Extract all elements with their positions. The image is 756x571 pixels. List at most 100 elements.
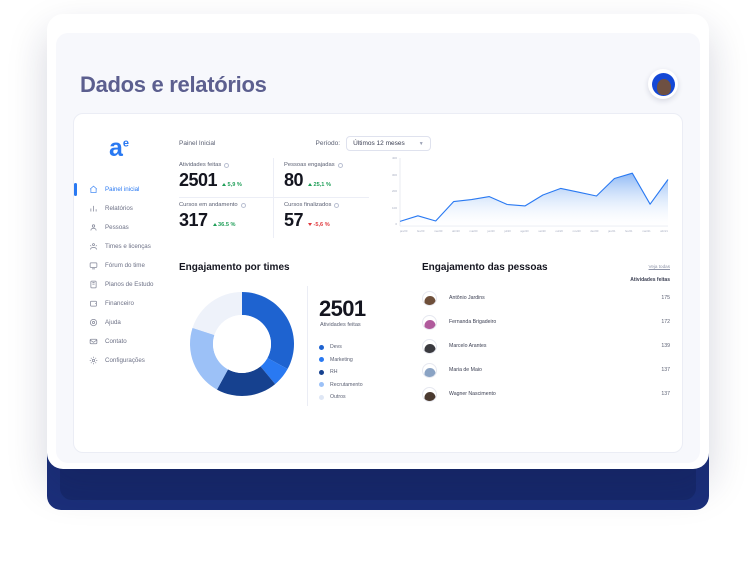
legend-color-swatch	[319, 369, 324, 375]
kpi-body: 80 25,1 %	[284, 170, 369, 191]
x-tick: set/20	[538, 230, 546, 233]
kpi-label: Cursos em andamento	[179, 202, 238, 208]
person-row[interactable]: Maria de Maio 137	[422, 358, 670, 382]
x-tick: jul/20	[504, 230, 511, 233]
sidebar-item-label: Relatórios	[105, 205, 133, 212]
chart-x-axis: jan/20 fev/20 mar/20 abr/20 mai/20 jun/20 jul/…	[400, 230, 668, 233]
sidebar-item-label: Financeiro	[105, 300, 134, 307]
mail-icon	[89, 337, 98, 346]
kpi-card-cursos-em-andamento: Cursos em andamento 317 36.5 %	[179, 198, 274, 238]
kpi-body: 317 36.5 %	[179, 210, 265, 231]
person-row[interactable]: Marcelo Arantes 139	[422, 334, 670, 358]
info-icon[interactable]	[224, 162, 230, 168]
legend-color-swatch	[319, 382, 324, 387]
dashboard-topbar: Painel Inicial Período: Últimos 12 meses…	[179, 136, 674, 151]
arrow-down-icon	[308, 223, 313, 226]
gear-icon	[89, 356, 98, 365]
person-icon	[89, 223, 98, 232]
chart-plot	[399, 158, 669, 227]
see-all-link[interactable]: Veja todas	[648, 264, 670, 269]
kpi-value: 80	[284, 170, 304, 190]
donut-slice[interactable]	[216, 366, 276, 397]
sidebar-item-pessoas[interactable]: Pessoas	[74, 218, 179, 237]
person-row[interactable]: Antônio Jardins 175	[422, 286, 670, 310]
sidebar-item-label: Pessoas	[105, 224, 129, 231]
sidebar-item-label: Planos de Estudo	[105, 281, 154, 288]
avatar	[651, 72, 675, 96]
kpi-card-pessoas-engajadas: Pessoas engajadas 80 25,1 %	[274, 158, 369, 198]
activity-area-chart: 400 300 200 100 0	[382, 156, 670, 242]
info-icon[interactable]	[334, 202, 340, 208]
page-title: Dados e relatórios	[80, 72, 267, 97]
donut-slice[interactable]	[242, 292, 295, 370]
period-filter: Período: Últimos 12 meses ▼	[316, 136, 431, 151]
kpi-delta: 25,1 %	[308, 182, 331, 188]
kpi-delta-text: 5,9 %	[227, 181, 242, 188]
kpi-label: Cursos finalizados	[284, 202, 332, 208]
x-tick: mai/20	[469, 230, 478, 233]
sidebar-item-label: Fórum do time	[105, 262, 145, 269]
sidebar-item-painel-inicial[interactable]: Painel inicial	[74, 180, 179, 199]
person-row[interactable]: Wagner Nascimento 137	[422, 382, 670, 406]
book-icon	[89, 280, 98, 289]
x-tick: abr/20	[452, 230, 460, 233]
sidebar-item-forum-do-time[interactable]: Fórum do time	[74, 256, 179, 275]
help-icon	[89, 318, 98, 327]
avatar	[422, 338, 437, 354]
sidebar-item-times-e-licencas[interactable]: Times e licenças	[74, 237, 179, 256]
brand-logo-sup: e	[122, 137, 130, 150]
legend-color-swatch	[319, 344, 324, 350]
donut-total-value: 2501	[319, 296, 366, 321]
info-icon[interactable]	[240, 202, 246, 208]
legend-item: Recrutamento	[319, 382, 363, 388]
donut-slice[interactable]	[190, 327, 229, 390]
kpi-grid: Atividades feitas 2501 5,9 %	[179, 158, 369, 238]
sidebar-item-label: Ajuda	[105, 319, 121, 326]
sidebar-item-ajuda[interactable]: Ajuda	[74, 313, 179, 332]
sidebar-item-configuracoes[interactable]: Configurações	[74, 351, 179, 370]
kpi-delta-text: 25,1 %	[313, 181, 331, 188]
legend-item: Devs	[319, 344, 363, 350]
brand-logo-text: a	[109, 134, 123, 162]
panel-label: Painel Inicial	[179, 140, 216, 147]
person-row[interactable]: Fernanda Brigadeiro 172	[422, 310, 670, 334]
legend-label: Marketing	[330, 356, 353, 363]
kpi-value: 57	[284, 210, 304, 230]
kpi-header: Cursos finalizados	[284, 202, 369, 208]
sidebar-item-planos-de-estudo[interactable]: Planos de Estudo	[74, 275, 179, 294]
donut-slice[interactable]	[192, 292, 242, 336]
period-select[interactable]: Últimos 12 meses ▼	[346, 136, 431, 151]
chart-y-axis: 400 300 200 100 0	[382, 156, 397, 226]
y-tick: 200	[391, 189, 397, 193]
app-window-surface: Dados e relatórios ae Painel	[56, 33, 700, 463]
kpi-header: Pessoas engajadas	[284, 162, 369, 168]
x-tick: ago/20	[520, 230, 529, 233]
legend-item: Marketing	[319, 357, 363, 363]
y-tick: 300	[391, 172, 397, 177]
arrow-up-icon	[222, 183, 227, 186]
kpi-label: Pessoas engajadas	[284, 162, 335, 168]
user-avatar-button[interactable]	[648, 69, 678, 99]
donut-legend: Devs Marketing RH Recrutamento Outros	[319, 344, 363, 400]
sidebar-item-label: Times e licenças	[105, 243, 151, 250]
donut-slice[interactable]	[260, 357, 288, 385]
dashboard-card: ae Painel inicial	[73, 113, 683, 453]
kpi-delta: 5,9 %	[222, 182, 242, 188]
avatar	[422, 386, 437, 402]
person-activity-count: 172	[661, 319, 670, 325]
person-activity-count: 137	[661, 367, 670, 373]
x-tick: jun/20	[487, 230, 495, 233]
arrow-up-icon	[212, 223, 217, 226]
kpi-delta: -5,6 %	[308, 222, 330, 228]
kpi-card-atividades-feitas: Atividades feitas 2501 5,9 %	[179, 158, 274, 198]
donut-svg	[190, 292, 295, 397]
x-tick: jan/21	[608, 230, 616, 233]
sidebar-item-relatorios[interactable]: Relatórios	[74, 199, 179, 218]
sidebar-item-financeiro[interactable]: Financeiro	[74, 294, 179, 313]
info-icon[interactable]	[337, 162, 343, 168]
sidebar-item-contato[interactable]: Contato	[74, 332, 179, 351]
kpi-body: 57 -5,6 %	[284, 210, 369, 231]
x-tick: abr/21	[660, 230, 668, 233]
x-tick: out/20	[555, 230, 563, 233]
